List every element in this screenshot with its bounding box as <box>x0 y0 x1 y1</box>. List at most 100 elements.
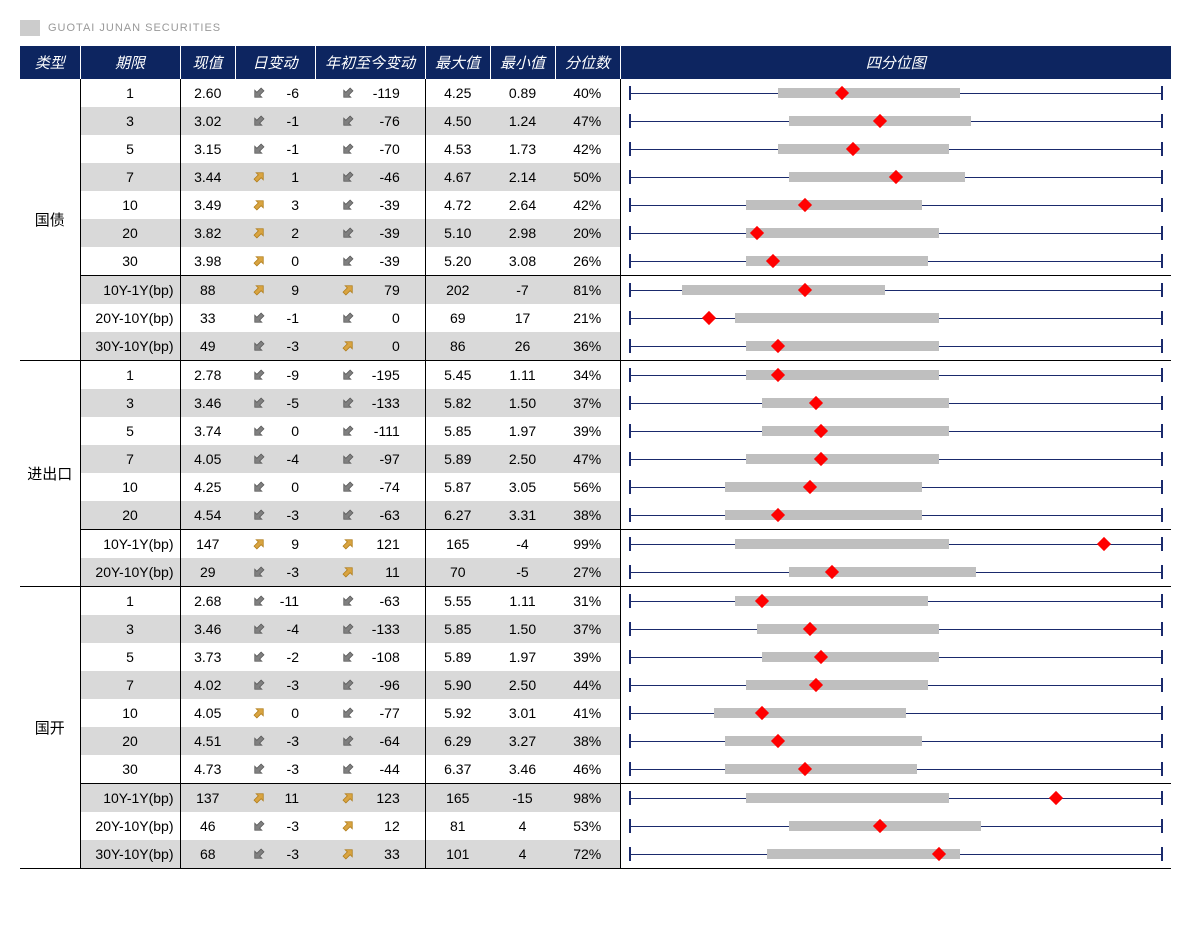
term-cell: 7 <box>80 671 180 699</box>
chart-cell <box>620 727 1171 755</box>
table-row: 进出口12.78 -9 -195 5.451.1134% <box>20 361 1171 390</box>
max-cell: 6.29 <box>425 727 490 755</box>
min-cell: 2.64 <box>490 191 555 219</box>
chart-cell <box>620 276 1171 305</box>
ytd-change-cell: -39 <box>315 247 425 276</box>
value-cell: 4.02 <box>180 671 235 699</box>
chart-cell <box>620 304 1171 332</box>
table-row: 203.82 2 -39 5.102.9820% <box>20 219 1171 247</box>
value-cell: 3.02 <box>180 107 235 135</box>
max-cell: 4.72 <box>425 191 490 219</box>
quartile-chart <box>629 366 1164 384</box>
arrow-up-icon <box>340 790 356 806</box>
table-row: 10Y-1Y(bp)137 11 123 165-1598% <box>20 784 1171 813</box>
chart-cell <box>620 79 1171 107</box>
ytd-change-cell: -111 <box>315 417 425 445</box>
table-row: 53.15 -1 -70 4.531.7342% <box>20 135 1171 163</box>
max-cell: 4.67 <box>425 163 490 191</box>
value-cell: 29 <box>180 558 235 587</box>
quartile-chart <box>629 732 1164 750</box>
max-cell: 5.90 <box>425 671 490 699</box>
arrow-up-icon <box>340 846 356 862</box>
pct-cell: 42% <box>555 191 620 219</box>
pct-cell: 56% <box>555 473 620 501</box>
pct-cell: 37% <box>555 615 620 643</box>
value-cell: 4.51 <box>180 727 235 755</box>
max-cell: 69 <box>425 304 490 332</box>
quartile-chart <box>629 224 1164 242</box>
value-cell: 2.68 <box>180 587 235 616</box>
arrow-down-icon <box>340 423 356 439</box>
table-header-row: 类型 期限 现值 日变动 年初至今变动 最大值 最小值 分位数 四分位图 <box>20 46 1171 79</box>
arrow-down-icon <box>340 677 356 693</box>
value-cell: 3.46 <box>180 389 235 417</box>
arrow-down-icon <box>340 85 356 101</box>
table-row: 74.02 -3 -96 5.902.5044% <box>20 671 1171 699</box>
table-row: 国债12.60 -6 -119 4.250.8940% <box>20 79 1171 107</box>
min-cell: 3.08 <box>490 247 555 276</box>
arrow-down-icon <box>251 733 267 749</box>
term-cell: 5 <box>80 417 180 445</box>
chart-cell <box>620 389 1171 417</box>
quartile-chart <box>629 620 1164 638</box>
term-cell: 10 <box>80 699 180 727</box>
ytd-change-cell: -108 <box>315 643 425 671</box>
arrow-down-icon <box>251 367 267 383</box>
day-change-cell: -3 <box>235 755 315 784</box>
th-pct: 分位数 <box>555 46 620 79</box>
arrow-down-icon <box>251 113 267 129</box>
chart-cell <box>620 840 1171 869</box>
max-cell: 5.92 <box>425 699 490 727</box>
chart-cell <box>620 473 1171 501</box>
pct-cell: 26% <box>555 247 620 276</box>
term-cell: 20 <box>80 219 180 247</box>
quartile-chart <box>629 592 1164 610</box>
arrow-down-icon <box>340 367 356 383</box>
pct-cell: 53% <box>555 812 620 840</box>
table-row: 103.49 3 -39 4.722.6442% <box>20 191 1171 219</box>
max-cell: 202 <box>425 276 490 305</box>
chart-cell <box>620 219 1171 247</box>
min-cell: 1.50 <box>490 389 555 417</box>
max-cell: 6.37 <box>425 755 490 784</box>
day-change-cell: -4 <box>235 615 315 643</box>
max-cell: 5.82 <box>425 389 490 417</box>
arrow-down-icon <box>251 141 267 157</box>
value-cell: 88 <box>180 276 235 305</box>
min-cell: 3.31 <box>490 501 555 530</box>
max-cell: 86 <box>425 332 490 361</box>
max-cell: 4.50 <box>425 107 490 135</box>
value-cell: 68 <box>180 840 235 869</box>
day-change-cell: 11 <box>235 784 315 813</box>
min-cell: 1.50 <box>490 615 555 643</box>
table-row: 30Y-10Y(bp)68 -3 33 101472% <box>20 840 1171 869</box>
quartile-chart <box>629 789 1164 807</box>
arrow-up-icon <box>251 536 267 552</box>
chart-cell <box>620 755 1171 784</box>
quartile-chart <box>629 281 1164 299</box>
value-cell: 4.05 <box>180 699 235 727</box>
ytd-change-cell: -195 <box>315 361 425 390</box>
ytd-change-cell: 0 <box>315 332 425 361</box>
quartile-chart <box>629 84 1164 102</box>
day-change-cell: 1 <box>235 163 315 191</box>
min-cell: -7 <box>490 276 555 305</box>
term-cell: 5 <box>80 643 180 671</box>
ytd-change-cell: -39 <box>315 191 425 219</box>
ytd-change-cell: -63 <box>315 587 425 616</box>
table-row: 304.73 -3 -44 6.373.4646% <box>20 755 1171 784</box>
arrow-down-icon <box>251 479 267 495</box>
max-cell: 81 <box>425 812 490 840</box>
day-change-cell: -3 <box>235 501 315 530</box>
ytd-change-cell: 121 <box>315 530 425 559</box>
table-row: 国开12.68 -11 -63 5.551.1131% <box>20 587 1171 616</box>
quartile-chart <box>629 112 1164 130</box>
day-change-cell: 9 <box>235 276 315 305</box>
pct-cell: 81% <box>555 276 620 305</box>
day-change-cell: -9 <box>235 361 315 390</box>
max-cell: 5.85 <box>425 615 490 643</box>
term-cell: 30 <box>80 247 180 276</box>
arrow-down-icon <box>251 338 267 354</box>
quartile-chart <box>629 337 1164 355</box>
pct-cell: 46% <box>555 755 620 784</box>
